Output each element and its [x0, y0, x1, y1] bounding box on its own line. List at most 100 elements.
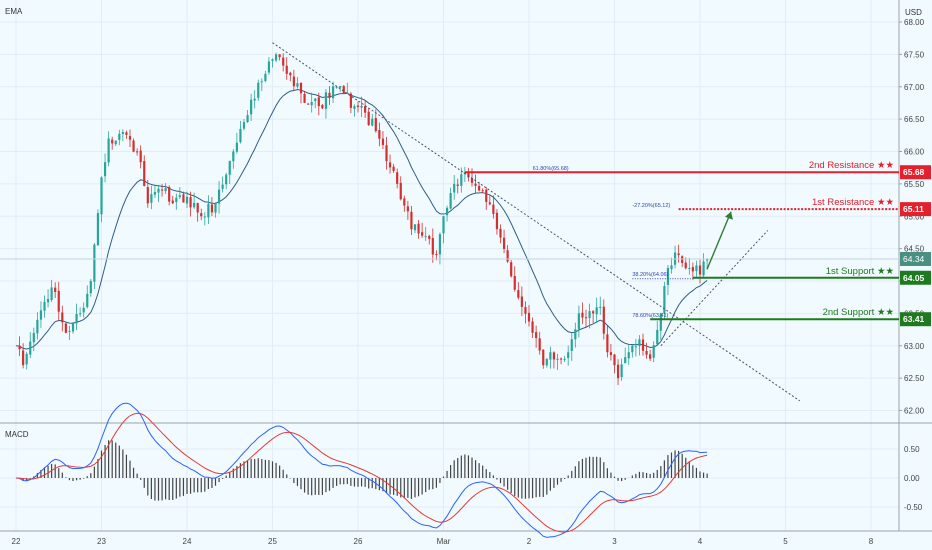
macd-panel: 0.50 0.00 -0.50: [15, 402, 923, 538]
time-tick-label: 26: [354, 537, 363, 546]
candle-body: [620, 364, 623, 378]
candle-body: [535, 332, 538, 338]
candle-body: [103, 162, 107, 177]
candle-body: [46, 298, 50, 303]
candle-body: [203, 216, 206, 218]
candle-body: [581, 312, 584, 318]
candle-body: [303, 94, 306, 103]
candle-body: [371, 118, 374, 126]
indicator-label: EMA: [5, 7, 23, 16]
time-tick-label: Mar: [437, 537, 451, 546]
time-tick-label: 25: [268, 537, 277, 546]
candle-body: [225, 174, 228, 185]
candle-body: [670, 265, 673, 270]
candle-body: [136, 151, 139, 153]
candle-body: [267, 61, 271, 73]
candle-body: [18, 345, 21, 350]
candle-body: [50, 287, 53, 301]
macd-line: [15, 402, 708, 538]
macd-label: MACD: [5, 430, 29, 439]
candle-body: [567, 352, 570, 359]
candle-body: [474, 183, 477, 186]
fib-label: -27.20%(65.12): [632, 203, 670, 209]
level-label: 1st Resistance ★★: [812, 197, 894, 208]
price-tick-label: 62.50: [904, 374, 925, 383]
candle-body: [107, 138, 110, 163]
candle-body: [178, 195, 181, 198]
candle-body: [421, 232, 424, 236]
candle-body: [118, 133, 121, 140]
level-price-tag: [900, 270, 931, 285]
candle-body: [449, 192, 452, 209]
candle-body: [57, 290, 60, 312]
macd-tick-label: 0.00: [904, 474, 920, 483]
candle-body: [200, 213, 203, 217]
candle-body: [307, 103, 310, 105]
candle-body: [378, 130, 381, 139]
candle-body: [524, 307, 527, 314]
candle-body: [388, 162, 392, 168]
candle-body: [264, 73, 267, 82]
price-tick-label: 68.00: [904, 18, 925, 27]
candle-body: [649, 354, 652, 359]
price-tick-label: 65.00: [904, 212, 925, 221]
candle-body: [413, 224, 417, 231]
candle-body: [342, 85, 345, 93]
candle-body: [79, 313, 82, 315]
candle-body: [317, 97, 320, 107]
candle-body: [296, 83, 299, 87]
candle-body: [61, 312, 64, 323]
candle-body: [428, 235, 431, 239]
candle-body: [321, 104, 324, 109]
candle-body: [100, 177, 103, 215]
candle-body: [246, 115, 249, 123]
candle-body: [299, 82, 303, 94]
candle-body: [274, 54, 278, 61]
candle-body: [442, 216, 445, 234]
time-tick-label: 4: [698, 537, 703, 546]
candle-body: [193, 202, 196, 208]
candle-body: [150, 194, 153, 203]
candle-body: [278, 54, 281, 58]
candle-body: [143, 161, 146, 187]
candle-body: [364, 106, 367, 113]
candle-body: [677, 253, 680, 256]
candle-body: [577, 313, 580, 330]
candle-body: [381, 138, 385, 146]
candle-body: [631, 345, 634, 353]
fib-label: 78.60%(63.41): [632, 313, 668, 319]
currency-label: USD: [905, 8, 922, 17]
candle-body: [349, 93, 352, 108]
candle-body: [242, 122, 246, 129]
macd-tick-label: 0.50: [904, 445, 920, 454]
candle-body: [346, 92, 349, 94]
candle-body: [356, 105, 360, 107]
candle-body: [121, 132, 124, 135]
candle-body: [613, 354, 616, 366]
candles: [18, 52, 709, 386]
price-tick-label: 63.00: [904, 342, 925, 351]
candle-body: [132, 140, 135, 152]
candle-body: [232, 151, 235, 162]
candle-body: [392, 166, 395, 171]
time-tick-label: 2: [527, 537, 532, 546]
candle-body: [595, 307, 598, 315]
candle-body: [481, 190, 484, 192]
candle-body: [328, 92, 331, 98]
candle-body: [688, 268, 691, 270]
candle-body: [624, 357, 627, 364]
candle-body: [39, 310, 43, 320]
candle-body: [221, 184, 224, 189]
time-tick-label: 8: [869, 537, 874, 546]
time-tick-label: 5: [783, 537, 788, 546]
candle-body: [549, 352, 552, 360]
signal-line: [15, 412, 708, 533]
price-tick-label: 67.00: [904, 83, 925, 92]
candle-body: [403, 198, 406, 206]
candle-body: [478, 185, 481, 191]
candle-body: [292, 76, 295, 87]
candle-body: [285, 65, 288, 74]
candle-body: [517, 290, 520, 298]
candle-body: [239, 128, 242, 143]
